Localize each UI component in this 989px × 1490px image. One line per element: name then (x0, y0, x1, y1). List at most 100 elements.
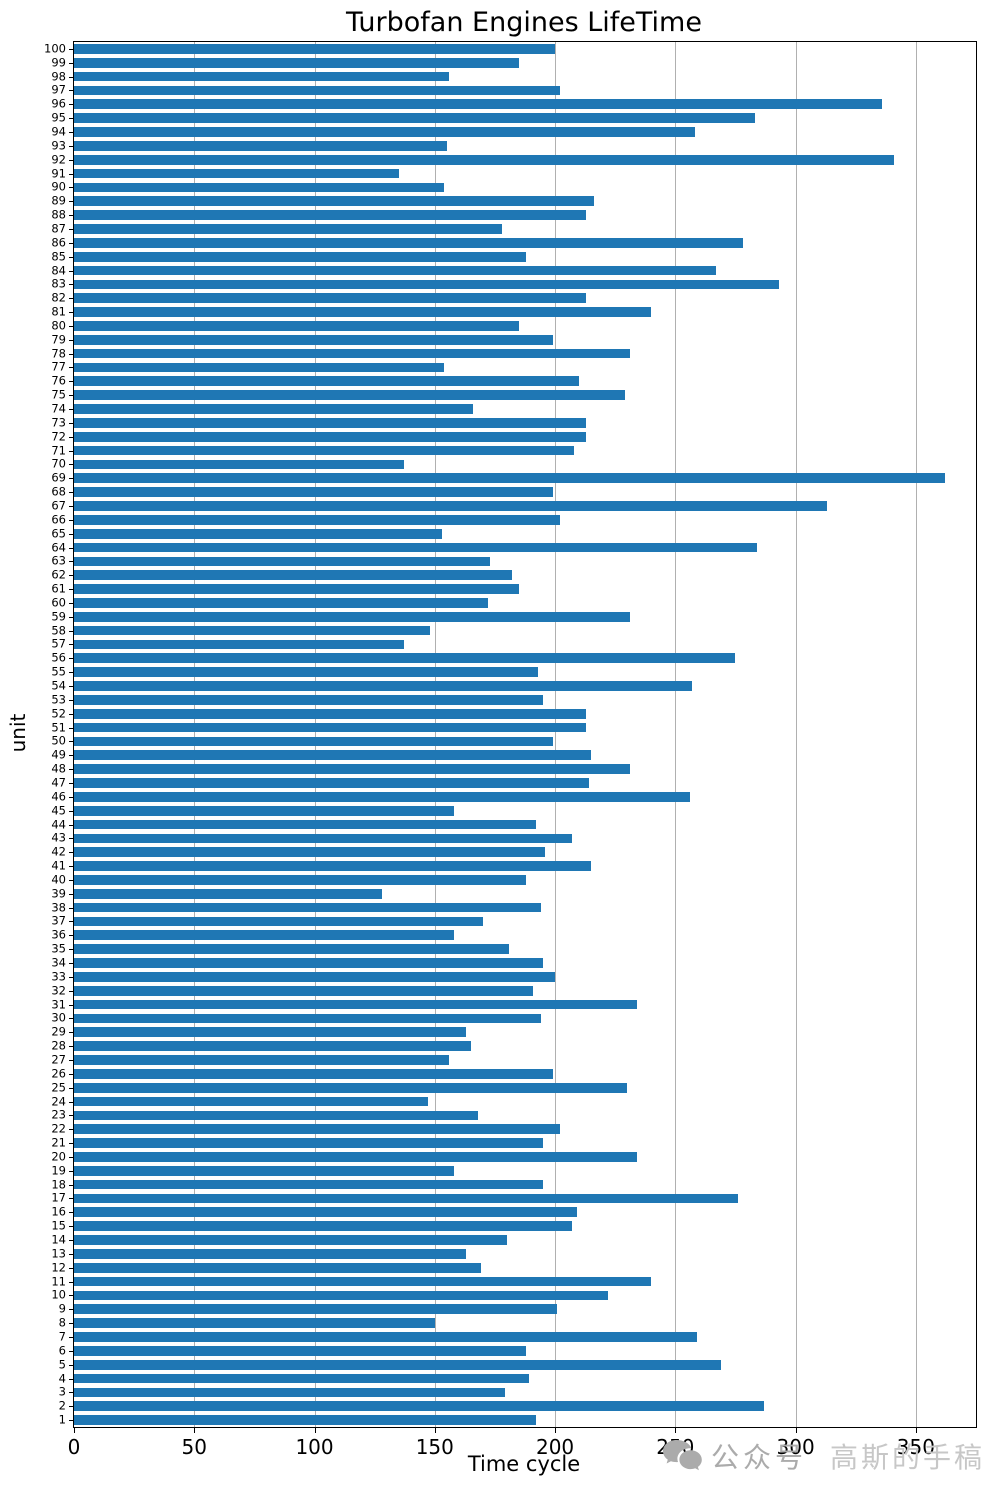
y-tick-label: 60 (51, 595, 66, 610)
bar-unit-12 (74, 1262, 481, 1273)
x-axis-tick (795, 1427, 797, 1433)
y-tick-label: 50 (51, 733, 66, 748)
bar-unit-80 (74, 321, 519, 331)
y-axis-tick (69, 1281, 74, 1283)
y-tick-label: 32 (51, 982, 66, 997)
y-axis-tick (69, 242, 74, 244)
y-tick-label: 45 (51, 802, 66, 817)
bar-unit-93 (74, 141, 447, 151)
y-tick-label: 89 (51, 193, 66, 208)
y-tick-label: 96 (51, 96, 66, 111)
y-tick-label: 80 (51, 318, 66, 333)
y-tick-label: 84 (51, 262, 66, 277)
y-tick-label: 59 (51, 609, 66, 624)
bar-unit-18 (74, 1179, 544, 1190)
y-axis-tick (69, 852, 74, 854)
y-axis-tick (69, 1226, 74, 1228)
bar-unit-7 (74, 1332, 697, 1342)
bar-unit-47 (74, 778, 589, 788)
y-axis-tick (69, 1240, 74, 1242)
y-tick-label: 66 (51, 512, 66, 527)
y-axis-tick (69, 215, 74, 217)
y-axis-tick (69, 409, 74, 411)
y-tick-label: 55 (51, 664, 66, 679)
bar-unit-94 (74, 127, 695, 137)
chart-title: Turbofan Engines LifeTime (346, 7, 702, 38)
bar-unit-60 (74, 598, 488, 608)
y-axis-tick (69, 1018, 74, 1020)
y-axis-tick (69, 76, 74, 78)
bar-unit-26 (74, 1068, 553, 1079)
y-axis-tick (69, 284, 74, 286)
y-axis-tick (69, 866, 74, 868)
bar-unit-35 (74, 944, 510, 954)
bar-unit-99 (74, 57, 519, 68)
y-tick-label: 35 (51, 941, 66, 956)
y-tick-label: 71 (51, 442, 66, 457)
bar-unit-84 (74, 265, 717, 276)
bar-unit-46 (74, 791, 690, 802)
y-tick-label: 17 (51, 1190, 66, 1205)
y-axis-tick (69, 1364, 74, 1366)
bar-unit-78 (74, 348, 630, 359)
y-axis-tick (69, 339, 74, 341)
y-axis-tick (69, 118, 74, 120)
x-tick-label: 150 (415, 1435, 454, 1459)
bar-unit-88 (74, 210, 587, 220)
y-axis-tick (69, 1392, 74, 1394)
bar-unit-43 (74, 833, 572, 844)
bar-unit-39 (74, 888, 382, 899)
y-tick-label: 99 (51, 55, 66, 70)
x-axis-tick (314, 1427, 316, 1433)
y-tick-label: 56 (51, 650, 66, 665)
y-tick-label: 1 (58, 1412, 66, 1427)
y-tick-label: 5 (58, 1356, 66, 1371)
bar-unit-24 (74, 1096, 428, 1107)
y-axis-tick (69, 1073, 74, 1075)
y-axis-tick (69, 492, 74, 494)
x-tick-label: 100 (295, 1435, 334, 1459)
y-axis-tick (69, 1267, 74, 1269)
bar-unit-21 (74, 1138, 544, 1148)
bar-unit-83 (74, 279, 779, 290)
bar-unit-28 (74, 1041, 471, 1051)
gridline (915, 42, 917, 1427)
y-axis-tick (69, 464, 74, 466)
y-tick-label: 20 (51, 1149, 66, 1164)
bar-unit-45 (74, 805, 455, 816)
x-axis-tick (194, 1427, 196, 1433)
bar-unit-73 (74, 418, 587, 428)
y-axis-tick (69, 478, 74, 480)
bar-unit-32 (74, 985, 534, 996)
y-tick-label: 6 (58, 1343, 66, 1358)
bar-unit-34 (74, 958, 544, 968)
y-axis-tick (69, 699, 74, 701)
y-axis-tick (69, 104, 74, 106)
bar-unit-50 (74, 736, 553, 747)
y-axis-tick (69, 1309, 74, 1311)
bar-unit-5 (74, 1359, 722, 1370)
y-axis-tick (69, 1350, 74, 1352)
y-tick-label: 47 (51, 775, 66, 790)
bar-unit-66 (74, 514, 560, 525)
bar-unit-19 (74, 1165, 455, 1176)
bar-unit-82 (74, 293, 587, 304)
y-axis-tick (69, 1004, 74, 1006)
y-axis-tick (69, 436, 74, 438)
y-tick-label: 63 (51, 553, 66, 568)
bar-unit-86 (74, 237, 743, 248)
y-axis-tick (69, 547, 74, 549)
bar-unit-70 (74, 459, 404, 470)
y-tick-label: 49 (51, 747, 66, 762)
y-axis-tick (69, 630, 74, 632)
x-axis-tick (434, 1427, 436, 1433)
y-axis-tick (69, 256, 74, 258)
y-tick-label: 21 (51, 1135, 66, 1150)
y-tick-label: 53 (51, 692, 66, 707)
bar-unit-8 (74, 1318, 435, 1328)
y-tick-label: 44 (51, 816, 66, 831)
y-axis-tick (69, 422, 74, 424)
bar-unit-48 (74, 764, 630, 774)
y-axis-tick (69, 1129, 74, 1131)
